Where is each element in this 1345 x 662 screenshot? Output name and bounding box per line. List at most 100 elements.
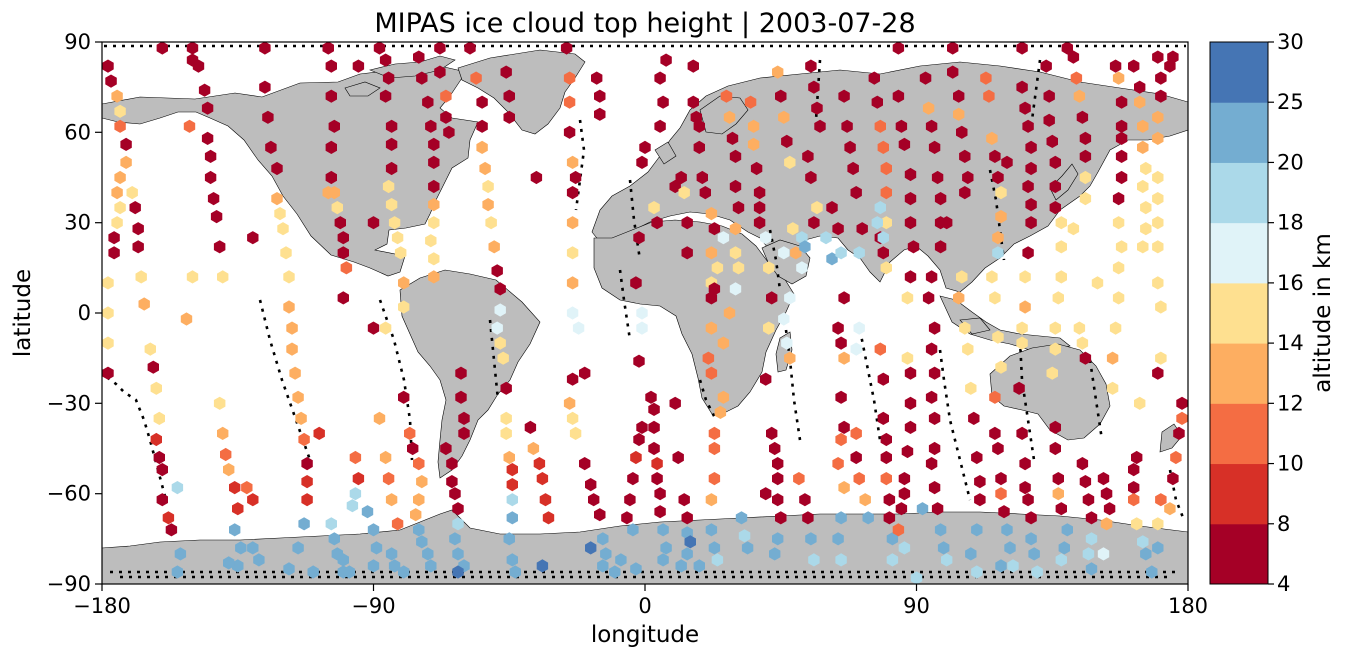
cloud-marker xyxy=(648,420,660,434)
cloud-marker xyxy=(494,336,506,350)
y-tick-label: 90 xyxy=(64,30,91,54)
y-tick-label: −30 xyxy=(47,391,91,415)
cloud-marker xyxy=(1019,270,1031,284)
cloud-marker xyxy=(1152,240,1164,254)
cloud-marker xyxy=(530,170,543,185)
cloud-marker xyxy=(416,475,428,489)
cloud-marker xyxy=(325,170,337,185)
cloud-marker xyxy=(198,83,211,97)
cloud-marker xyxy=(428,216,440,230)
cloud-marker xyxy=(919,71,932,85)
cloud-marker xyxy=(928,366,941,380)
cloud-marker xyxy=(1025,511,1037,525)
cloud-marker xyxy=(500,426,512,440)
cloud-marker xyxy=(563,396,576,410)
cloud-marker xyxy=(506,553,518,567)
cloud-marker xyxy=(566,246,579,260)
cloud-marker xyxy=(1128,463,1140,477)
cloud-marker xyxy=(1001,155,1013,169)
cloud-marker xyxy=(1152,170,1164,185)
cloud-marker xyxy=(259,42,271,55)
cloud-marker xyxy=(856,222,868,236)
cloud-marker xyxy=(1137,240,1149,254)
cloud-marker xyxy=(654,71,666,85)
cloud-marker xyxy=(992,170,1004,185)
cloud-marker xyxy=(947,42,959,55)
colorbar-tick-label: 30 xyxy=(1277,30,1304,54)
cloud-marker xyxy=(959,321,971,335)
no-cloud-track xyxy=(784,329,802,441)
cloud-marker xyxy=(425,119,437,133)
cloud-marker xyxy=(772,65,784,79)
cloud-marker xyxy=(1128,481,1140,495)
cloud-marker xyxy=(708,222,721,236)
cloud-marker xyxy=(672,450,684,465)
cloud-marker xyxy=(962,170,974,185)
cloud-marker xyxy=(1016,426,1028,440)
cloud-marker xyxy=(591,71,603,85)
cloud-marker xyxy=(241,481,253,495)
cloud-marker xyxy=(259,80,271,94)
cloud-marker xyxy=(1173,426,1185,440)
cloud-marker xyxy=(1076,110,1089,124)
cloud-marker xyxy=(802,511,814,525)
cloud-marker xyxy=(108,246,120,260)
cloud-marker xyxy=(965,547,977,561)
cloud-marker xyxy=(102,276,114,290)
cloud-marker xyxy=(1152,517,1164,531)
y-tick-label: 0 xyxy=(78,301,91,325)
cloud-marker xyxy=(639,140,651,154)
cloud-marker xyxy=(1146,565,1158,579)
cloud-marker xyxy=(808,216,820,230)
cloud-marker xyxy=(440,441,452,456)
cloud-marker xyxy=(1022,119,1034,133)
cloud-marker xyxy=(835,246,847,260)
cloud-marker xyxy=(1040,59,1052,73)
cloud-marker xyxy=(204,170,217,185)
cloud-marker xyxy=(901,291,914,305)
cloud-marker xyxy=(835,511,847,525)
cloud-marker xyxy=(585,478,597,492)
cloud-marker xyxy=(295,411,307,425)
cloud-marker xyxy=(835,336,847,350)
cloud-marker xyxy=(588,493,600,507)
cloud-marker xyxy=(1115,170,1128,185)
cloud-marker xyxy=(325,140,337,154)
cloud-marker xyxy=(989,149,1001,163)
cloud-marker xyxy=(941,553,953,567)
cloud-marker xyxy=(340,261,353,275)
cloud-marker xyxy=(898,541,911,555)
cloud-marker xyxy=(1137,140,1149,154)
cloud-marker xyxy=(853,472,865,486)
cloud-marker xyxy=(560,42,573,55)
cloud-marker xyxy=(597,532,609,546)
cloud-marker xyxy=(174,547,187,561)
cloud-marker xyxy=(114,104,126,118)
cloud-marker xyxy=(253,553,265,567)
cloud-marker xyxy=(563,95,576,109)
cloud-marker xyxy=(832,321,844,335)
y-tick-label: −90 xyxy=(47,572,91,596)
cloud-marker xyxy=(479,161,491,176)
cloud-marker xyxy=(651,472,663,486)
cloud-marker xyxy=(627,472,639,486)
cloud-marker xyxy=(654,505,666,519)
cloud-marker xyxy=(892,42,905,55)
cloud-marker xyxy=(105,74,117,88)
cloud-marker xyxy=(705,321,718,335)
cloud-marker xyxy=(1073,321,1086,335)
cloud-marker xyxy=(1049,342,1061,356)
cloud-marker xyxy=(850,426,862,440)
cloud-marker xyxy=(1155,71,1167,85)
cloud-marker xyxy=(229,523,241,537)
cloud-marker xyxy=(778,246,790,260)
cloud-marker xyxy=(385,119,398,133)
cloud-marker xyxy=(156,493,168,507)
cloud-marker xyxy=(910,571,923,584)
cloud-marker xyxy=(726,131,739,145)
colorbar-band xyxy=(1210,523,1268,585)
cloud-marker xyxy=(886,553,899,567)
colorbar-tick-label: 14 xyxy=(1277,331,1304,355)
cloud-marker xyxy=(633,231,645,245)
